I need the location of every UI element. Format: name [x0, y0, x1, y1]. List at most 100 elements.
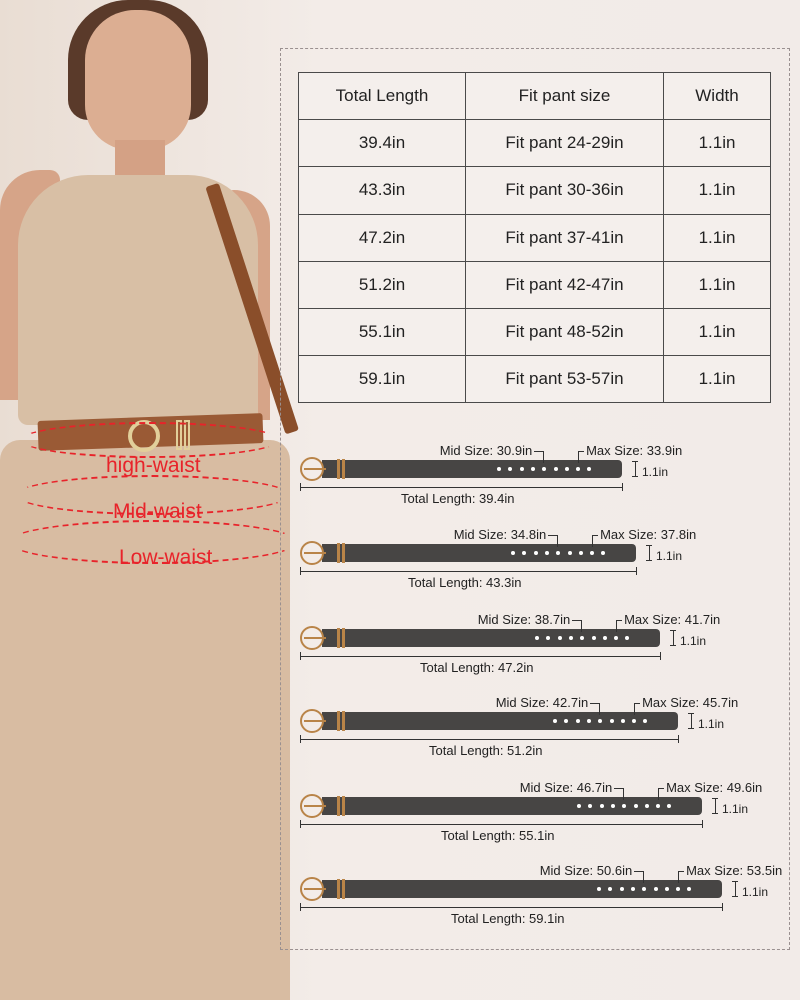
- belt-hole: [622, 804, 627, 808]
- max-size-leader: [658, 788, 665, 800]
- total-length-tick: [678, 735, 679, 743]
- belt-hole: [597, 887, 601, 891]
- belt-hole: [557, 636, 562, 640]
- belt-hole: [542, 467, 547, 471]
- belt-hole: [667, 804, 672, 808]
- table-cell: 1.1in: [663, 307, 771, 357]
- belt-hole: [564, 719, 569, 723]
- belt-hole: [576, 467, 581, 471]
- belt-hole: [598, 719, 603, 723]
- max-size-label: Max Size: 45.7in: [642, 695, 739, 710]
- belt-strap: [322, 544, 636, 562]
- belt-keeper: [337, 459, 340, 479]
- total-length-line: [300, 824, 702, 825]
- belt-hole: [687, 887, 692, 891]
- belt-strap: [322, 460, 622, 478]
- belt-hole: [608, 887, 613, 891]
- total-length-label: Total Length: 43.3in: [408, 575, 522, 590]
- belt-buckle-pin: [304, 888, 326, 890]
- waist-label-mid: Mid-waist: [113, 500, 202, 523]
- belt-hole: [610, 804, 615, 808]
- belt-keeper: [342, 459, 345, 479]
- mid-size-leader: [590, 703, 601, 715]
- total-length-line: [300, 571, 636, 572]
- belt-hole: [577, 804, 581, 808]
- belt-hole: [588, 804, 593, 808]
- belt-hole: [580, 636, 585, 640]
- total-length-tick: [300, 735, 301, 743]
- belt-hole: [590, 551, 595, 555]
- belt-strap: [322, 712, 678, 730]
- belt-hole: [568, 636, 573, 640]
- mid-size-label: Mid Size: 34.8in: [453, 527, 547, 542]
- belt-hole: [546, 636, 551, 640]
- belt-hole: [567, 551, 572, 555]
- belt-hole: [511, 551, 515, 555]
- belt-strap: [322, 797, 702, 815]
- belt-buckle-pin: [304, 552, 326, 554]
- belt-hole: [632, 719, 637, 723]
- belt-hole: [556, 551, 561, 555]
- belt-hole: [535, 636, 539, 640]
- table-cell: 59.1in: [298, 355, 466, 404]
- belt-hole: [591, 636, 596, 640]
- belt-hole: [564, 467, 569, 471]
- belt-buckle-pin: [304, 805, 326, 807]
- width-marker-stem: [635, 461, 636, 477]
- total-length-tick: [722, 903, 723, 911]
- mid-size-leader: [534, 451, 545, 463]
- belt-strap: [322, 629, 660, 647]
- max-size-leader: [592, 535, 599, 547]
- belt-hole: [533, 551, 538, 555]
- total-length-label: Total Length: 59.1in: [451, 911, 565, 926]
- belt-strap: [322, 880, 722, 898]
- width-marker-stem: [715, 798, 716, 814]
- width-marker-stem: [673, 630, 674, 646]
- size-chart-panel: [280, 48, 790, 950]
- total-length-tick: [300, 652, 301, 660]
- max-size-label: Max Size: 41.7in: [624, 612, 721, 627]
- belt-hole: [587, 467, 592, 471]
- belt-keeper: [337, 796, 340, 816]
- total-length-tick: [636, 567, 637, 575]
- table-cell: Fit pant 42-47in: [465, 260, 664, 309]
- total-length-line: [300, 487, 622, 488]
- belt-buckle-pin: [304, 720, 326, 722]
- belt-hole: [642, 887, 647, 891]
- belt-hole: [609, 719, 614, 723]
- max-size-label: Max Size: 53.5in: [686, 863, 783, 878]
- belt-hole: [644, 804, 649, 808]
- total-length-label: Total Length: 55.1in: [441, 828, 555, 843]
- belt-buckle-pin: [304, 637, 326, 639]
- belt-hole: [625, 636, 630, 640]
- belt-hole: [664, 887, 669, 891]
- mid-size-leader: [614, 788, 625, 800]
- table-row: 55.1in Fit pant 48-52in 1.1in: [298, 307, 771, 357]
- max-size-leader: [678, 871, 685, 883]
- belt-keeper: [342, 543, 345, 563]
- belt-hole: [522, 551, 527, 555]
- table-cell: 1.1in: [663, 355, 771, 404]
- belt-keeper: [342, 879, 345, 899]
- total-length-label: Total Length: 51.2in: [429, 743, 543, 758]
- table-row: 47.2in Fit pant 37-41in 1.1in: [298, 213, 771, 262]
- belt-hole: [578, 551, 583, 555]
- width-marker-stem: [691, 713, 692, 729]
- width-label: 1.1in: [680, 634, 707, 648]
- waist-label-high: high-waist: [106, 454, 201, 477]
- belt-hole: [656, 804, 661, 808]
- mid-size-label: Mid Size: 38.7in: [477, 612, 571, 627]
- mid-size-label: Mid Size: 46.7in: [519, 780, 613, 795]
- belt-hole: [553, 467, 558, 471]
- belt-keeper: [342, 796, 345, 816]
- table-row: 59.1in Fit pant 53-57in 1.1in: [298, 355, 771, 404]
- belt-hole: [530, 467, 535, 471]
- total-length-tick: [300, 903, 301, 911]
- max-size-label: Max Size: 49.6in: [666, 780, 763, 795]
- belt-hole: [601, 551, 606, 555]
- belt-keeper: [337, 543, 340, 563]
- width-label: 1.1in: [722, 802, 749, 816]
- belt-hole: [676, 887, 681, 891]
- max-size-leader: [634, 703, 641, 715]
